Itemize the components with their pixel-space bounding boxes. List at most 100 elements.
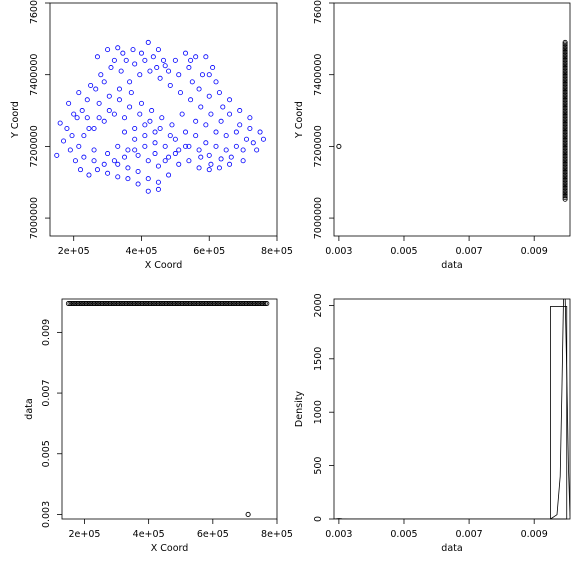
data-point <box>260 136 266 142</box>
data-point <box>155 186 161 192</box>
data-point <box>562 49 568 55</box>
y-tick-label: 7400000 <box>29 54 40 96</box>
data-point <box>233 301 239 307</box>
data-point <box>162 158 168 164</box>
data-point <box>120 50 126 56</box>
x-tick-label: 2e+05 <box>58 246 90 257</box>
data-point <box>562 193 568 199</box>
data-point <box>152 129 158 135</box>
data-point <box>562 129 568 135</box>
data-point <box>227 97 233 103</box>
data-point <box>187 301 193 307</box>
data-point <box>186 143 192 149</box>
data-point <box>562 148 568 154</box>
data-point <box>72 301 78 307</box>
x-tick-label: 0.007 <box>455 246 482 257</box>
data-point <box>67 301 73 307</box>
data-point <box>125 165 131 171</box>
data-point <box>161 301 167 307</box>
data-point <box>115 45 121 51</box>
data-point <box>145 176 151 182</box>
data-point <box>69 301 75 307</box>
data-point <box>76 143 82 149</box>
data-point <box>125 301 131 307</box>
data-point <box>245 301 251 307</box>
data-point <box>85 301 91 307</box>
data-point <box>219 301 225 307</box>
data-point <box>74 115 80 121</box>
data-point <box>128 90 134 96</box>
data-point <box>562 126 568 132</box>
x-axis-label: X Coord <box>151 543 189 554</box>
data-point <box>166 301 172 307</box>
data-point <box>562 92 568 98</box>
data-point <box>562 179 568 185</box>
data-point <box>562 191 568 197</box>
data-point <box>237 301 243 307</box>
data-point <box>196 86 202 92</box>
data-point <box>562 68 568 74</box>
outlier-point <box>336 143 342 149</box>
data-point <box>203 54 209 60</box>
data-point <box>65 301 71 307</box>
data-point <box>562 79 568 85</box>
data-point <box>121 301 127 307</box>
density-curve <box>334 299 570 519</box>
data-point <box>131 301 137 307</box>
data-point <box>562 44 568 50</box>
data-point <box>113 301 119 307</box>
data-point <box>137 301 143 307</box>
data-point <box>203 140 209 146</box>
data-point <box>562 84 568 90</box>
data-point <box>81 133 87 139</box>
y-tick-label: 7000000 <box>29 197 40 239</box>
data-point <box>57 120 63 126</box>
data-point <box>88 301 94 307</box>
data-point <box>70 301 76 307</box>
data-point <box>127 104 133 110</box>
data-point <box>66 100 72 106</box>
data-point <box>160 57 166 63</box>
x-tick-label: 4e+05 <box>126 246 158 257</box>
data-point <box>198 104 204 110</box>
data-point <box>76 90 82 96</box>
data-point <box>165 301 171 307</box>
data-point <box>106 108 112 114</box>
data-point <box>248 301 254 307</box>
data-point <box>203 122 209 128</box>
data-point <box>75 301 81 307</box>
data-point <box>193 54 199 60</box>
data-point <box>221 301 227 307</box>
data-point <box>227 111 233 117</box>
data-point <box>135 181 141 187</box>
data-point <box>562 67 568 73</box>
y-tick-label: 1500 <box>313 347 324 371</box>
data-point <box>562 121 568 127</box>
data-point <box>562 108 568 114</box>
y-tick-label: 0 <box>313 516 324 522</box>
data-point <box>562 39 568 45</box>
data-point <box>237 122 243 128</box>
data-point <box>261 301 267 307</box>
data-point <box>86 172 92 178</box>
data-point <box>562 63 568 69</box>
data-point <box>217 301 223 307</box>
data-point <box>562 172 568 178</box>
data-point <box>213 301 219 307</box>
data-point <box>562 171 568 177</box>
data-point <box>179 301 185 307</box>
data-point <box>206 167 212 173</box>
data-point <box>73 301 79 307</box>
data-point <box>198 301 204 307</box>
data-point <box>177 301 183 307</box>
data-point <box>144 301 150 307</box>
plot-frame <box>333 2 571 237</box>
y-axis-label: Density <box>294 391 305 427</box>
data-point <box>562 155 568 161</box>
data-point <box>209 301 215 307</box>
data-point <box>562 156 568 162</box>
data-point <box>135 152 141 158</box>
y-tick-label: 0.007 <box>41 379 52 406</box>
data-point <box>562 55 568 61</box>
data-point <box>162 143 168 149</box>
